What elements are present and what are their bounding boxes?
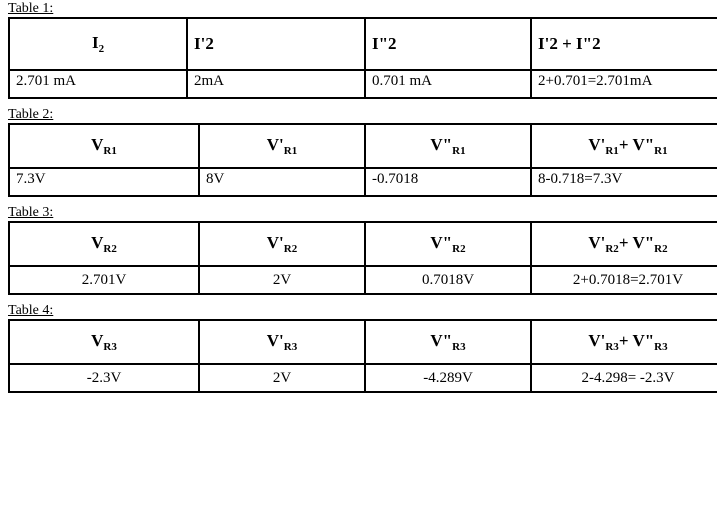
table-2-cell-0: 7.3V — [9, 168, 199, 196]
table-2: VR1 V'R1 V"R1 V'R1+ V"R1 7.3V 8V -0.7018… — [8, 123, 717, 197]
table-1-cell-0: 2.701 mA — [9, 70, 187, 98]
table-4-data-row: -2.3V 2V -4.289V 2-4.298= -2.3V — [9, 364, 717, 392]
table-4: VR3 V'R3 V"R3 V'R3+ V"R3 -2.3V 2V -4.289… — [8, 319, 717, 393]
table-1-header-2: I"2 — [365, 18, 531, 70]
table-3-cell-0: 2.701V — [9, 266, 199, 294]
table-4-header-row: VR3 V'R3 V"R3 V'R3+ V"R3 — [9, 320, 717, 364]
table-1-cell-3: 2+0.701=2.701mA — [531, 70, 717, 98]
table-3-cell-1: 2V — [199, 266, 365, 294]
table-1-header-3: I'2 + I"2 — [531, 18, 717, 70]
table-3-header-1: V'R2 — [199, 222, 365, 266]
table-3-header-3: V'R2+ V"R2 — [531, 222, 717, 266]
table-1-header-row: I2 I'2 I"2 I'2 + I"2 — [9, 18, 717, 70]
table-2-header-row: VR1 V'R1 V"R1 V'R1+ V"R1 — [9, 124, 717, 168]
table-4-cell-2: -4.289V — [365, 364, 531, 392]
table-3-header-row: VR2 V'R2 V"R2 V'R2+ V"R2 — [9, 222, 717, 266]
table-1-cell-2: 0.701 mA — [365, 70, 531, 98]
table-3-data-row: 2.701V 2V 0.7018V 2+0.7018=2.701V — [9, 266, 717, 294]
table-2-label: Table 2: — [8, 107, 53, 123]
table-3-header-2: V"R2 — [365, 222, 531, 266]
table-4-header-2: V"R3 — [365, 320, 531, 364]
table-3-header-0: VR2 — [9, 222, 199, 266]
table-1-label: Table 1: — [8, 1, 53, 17]
table-4-cell-0: -2.3V — [9, 364, 199, 392]
table-1: I2 I'2 I"2 I'2 + I"2 2.701 mA 2mA 0.701 … — [8, 17, 717, 99]
table-2-header-2: V"R1 — [365, 124, 531, 168]
table-1-header-0: I2 — [9, 18, 187, 70]
table-4-header-1: V'R3 — [199, 320, 365, 364]
table-1-header-1: I'2 — [187, 18, 365, 70]
table-2-cell-1: 8V — [199, 168, 365, 196]
table-2-data-row: 7.3V 8V -0.7018 8-0.718=7.3V — [9, 168, 717, 196]
table-2-cell-2: -0.7018 — [365, 168, 531, 196]
table-1-cell-1: 2mA — [187, 70, 365, 98]
table-3-cell-3: 2+0.7018=2.701V — [531, 266, 717, 294]
table-4-cell-1: 2V — [199, 364, 365, 392]
table-4-cell-3: 2-4.298= -2.3V — [531, 364, 717, 392]
table-2-header-3: V'R1+ V"R1 — [531, 124, 717, 168]
table-2-cell-3: 8-0.718=7.3V — [531, 168, 717, 196]
table-2-header-1: V'R1 — [199, 124, 365, 168]
table-4-header-0: VR3 — [9, 320, 199, 364]
table-3: VR2 V'R2 V"R2 V'R2+ V"R2 2.701V 2V 0.701… — [8, 221, 717, 295]
table-4-label: Table 4: — [8, 303, 53, 319]
table-2-header-0: VR1 — [9, 124, 199, 168]
table-1-data-row: 2.701 mA 2mA 0.701 mA 2+0.701=2.701mA — [9, 70, 717, 98]
table-3-label: Table 3: — [8, 205, 53, 221]
table-4-header-3: V'R3+ V"R3 — [531, 320, 717, 364]
table-3-cell-2: 0.7018V — [365, 266, 531, 294]
